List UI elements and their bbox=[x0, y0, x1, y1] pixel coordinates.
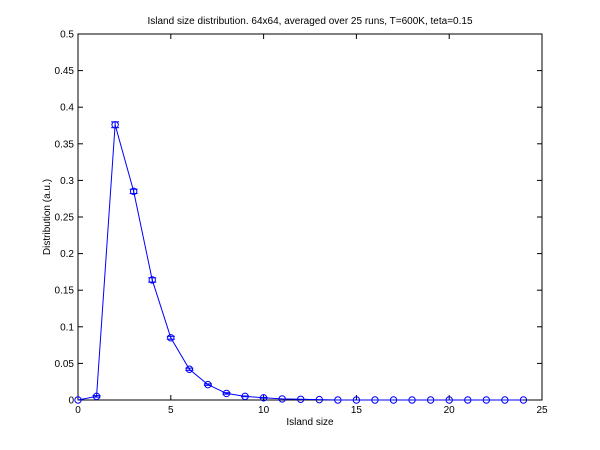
y-tick-label-1: 0.05 bbox=[55, 359, 75, 370]
y-tick-label-8: 0.4 bbox=[60, 103, 74, 114]
y-axis-label: Distribution (a.u.) bbox=[42, 179, 53, 255]
y-tick-label-5: 0.25 bbox=[55, 213, 75, 224]
y-tick-label-7: 0.35 bbox=[55, 139, 75, 150]
data-point-22 bbox=[482, 396, 491, 404]
data-point-7 bbox=[204, 380, 212, 389]
x-tick-labels: 0 5 10 15 20 25 bbox=[75, 405, 548, 416]
y-tick-label-2: 0.1 bbox=[60, 322, 74, 333]
data-point-13 bbox=[315, 395, 323, 404]
data-point-23 bbox=[501, 396, 509, 404]
data-point-24 bbox=[519, 396, 528, 404]
y-tick-label-0: 0 bbox=[68, 396, 74, 407]
data-point-10 bbox=[259, 394, 268, 402]
y-tick-label-10: 0.5 bbox=[60, 30, 74, 41]
data-point-3 bbox=[129, 187, 138, 196]
data-point-1 bbox=[92, 392, 101, 401]
x-tick-label-4: 20 bbox=[444, 405, 456, 416]
data-point-8 bbox=[222, 389, 231, 398]
data-point-0 bbox=[74, 396, 82, 404]
x-tick-label-2: 10 bbox=[258, 405, 270, 416]
chart-title: Island size distribution. 64x64, average… bbox=[147, 16, 472, 27]
data-point-5 bbox=[167, 334, 175, 342]
data-point-2 bbox=[111, 121, 119, 129]
data-point-15 bbox=[352, 396, 361, 404]
data-point-9 bbox=[241, 392, 249, 401]
y-tick-label-9: 0.45 bbox=[55, 66, 75, 77]
data-point-14 bbox=[334, 396, 342, 404]
x-tick-label-0: 0 bbox=[75, 405, 81, 416]
data-point-6 bbox=[185, 365, 194, 373]
y-tick-labels: 0 0.05 0.1 0.15 0.2 0.25 0.3 0.35 0.4 0.45 0.5 bbox=[55, 30, 75, 407]
data-point-20 bbox=[445, 396, 453, 404]
x-tick-label-5: 25 bbox=[536, 405, 548, 416]
x-tick-label-3: 15 bbox=[351, 405, 363, 416]
data-point-17 bbox=[389, 396, 398, 404]
data-point-19 bbox=[426, 396, 435, 404]
x-tick-label-1: 5 bbox=[168, 405, 174, 416]
data-point-16 bbox=[371, 396, 379, 404]
y-tick-label-4: 0.2 bbox=[60, 249, 74, 260]
data-series bbox=[74, 121, 528, 404]
y-tick-label-6: 0.3 bbox=[60, 176, 74, 187]
data-point-12 bbox=[297, 395, 305, 403]
data-point-18 bbox=[408, 396, 416, 404]
data-point-21 bbox=[464, 396, 472, 404]
x-axis-label: Island size bbox=[286, 417, 334, 428]
data-point-4 bbox=[148, 276, 156, 284]
data-point-11 bbox=[278, 395, 286, 403]
y-tick-label-3: 0.15 bbox=[55, 286, 75, 297]
